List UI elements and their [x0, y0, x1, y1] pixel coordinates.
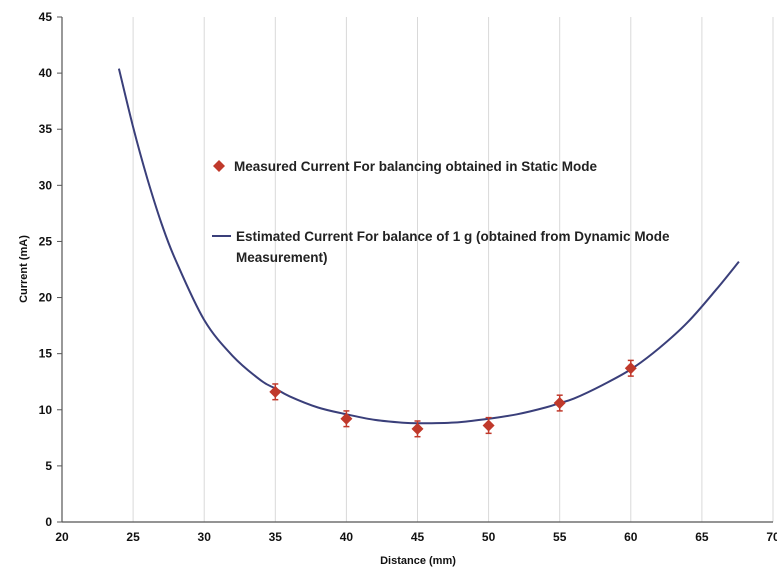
y-tick-label: 0	[45, 515, 52, 529]
x-tick-label: 20	[55, 530, 69, 544]
data-point-measured	[269, 385, 282, 398]
x-tick-label: 60	[624, 530, 638, 544]
x-tick-label: 35	[269, 530, 283, 544]
series	[117, 68, 740, 438]
x-tick-label: 25	[126, 530, 140, 544]
y-tick-label: 40	[39, 66, 53, 80]
y-tick-label: 5	[45, 459, 52, 473]
y-tick-label: 10	[39, 403, 53, 417]
data-point-measured	[340, 412, 353, 425]
data-point-measured	[411, 422, 424, 435]
legend-label-measured: Measured Current For balancing obtained …	[234, 159, 598, 174]
y-tick-label: 45	[39, 10, 53, 24]
y-tick-label: 15	[39, 347, 53, 361]
series-line-estimated-current	[117, 68, 740, 425]
x-tick-label: 50	[482, 530, 496, 544]
legend-label-estimated: Estimated Current For balance of 1 g (ob…	[236, 229, 673, 265]
x-tick-label: 45	[411, 530, 425, 544]
x-tick-label: 40	[340, 530, 354, 544]
data-point-measured	[624, 362, 637, 375]
y-tick-label: 25	[39, 234, 53, 248]
y-tick-label: 30	[39, 178, 53, 192]
axes	[57, 16, 773, 523]
tick-labels: 0 5 10 15 20 25 30 35 40 45 20 25 30 35 40 45 50 55 60 65 70	[39, 10, 777, 544]
data-point-measured	[482, 419, 495, 432]
x-tick-label: 30	[198, 530, 212, 544]
x-tick-label: 65	[695, 530, 709, 544]
data-point-measured	[553, 397, 566, 410]
gridlines	[132, 17, 774, 522]
y-tick-label: 35	[39, 122, 53, 136]
x-tick-label: 70	[766, 530, 777, 544]
legend: Measured Current For balancing obtained …	[212, 159, 673, 265]
x-tick-label: 55	[553, 530, 567, 544]
y-axis-title: Current (mA)	[18, 235, 30, 303]
y-tick-label: 20	[39, 291, 53, 305]
legend-marker-measured	[213, 160, 225, 172]
x-axis-title: Distance (mm)	[380, 555, 456, 567]
